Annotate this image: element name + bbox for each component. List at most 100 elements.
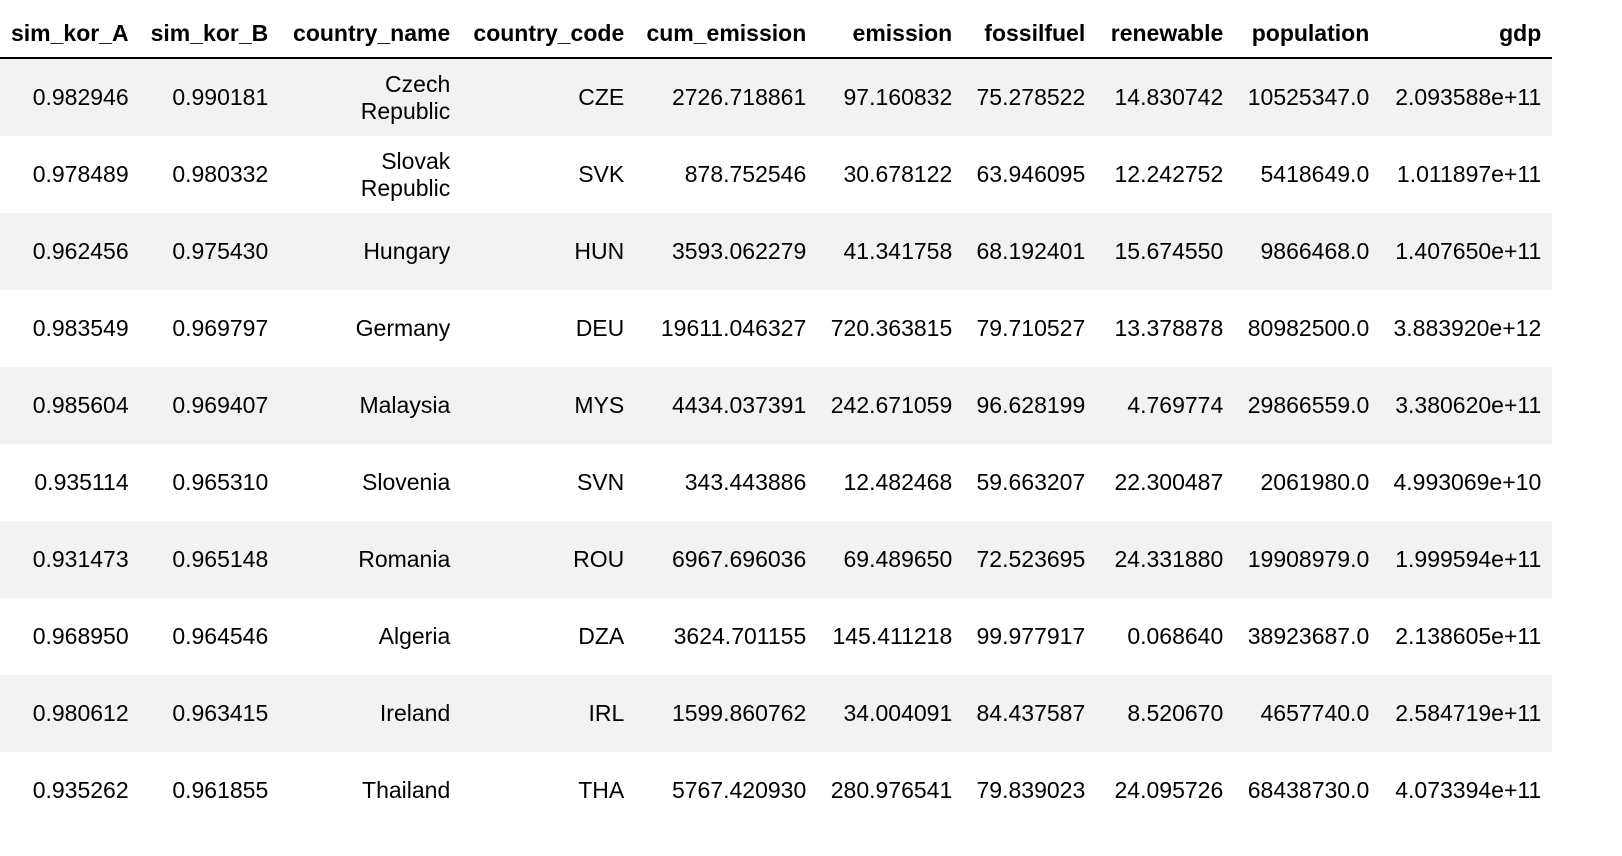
cell-sim-kor-a: 0.985604 bbox=[32, 392, 129, 418]
cell-cum-emission: 6967.696036 bbox=[671, 546, 807, 572]
cell-country-code: MYS bbox=[574, 392, 625, 418]
cell-population: 2061980.0 bbox=[1260, 469, 1370, 495]
cell-population: 29866559.0 bbox=[1247, 392, 1370, 418]
cell-sim-kor-b: 0.964546 bbox=[172, 623, 269, 649]
cell-population: 9866468.0 bbox=[1260, 238, 1370, 264]
cell-renewable: 0.068640 bbox=[1127, 623, 1224, 649]
cell-gdp: 2.584719e+11 bbox=[1395, 700, 1542, 726]
column-header-fossilfuel: fossilfuel bbox=[963, 0, 1097, 59]
cell-emission: 69.489650 bbox=[843, 546, 953, 572]
cell-cum-emission: 1599.860762 bbox=[671, 700, 807, 726]
cell-country-name: Thailand bbox=[362, 777, 451, 803]
cell-sim-kor-b: 0.975430 bbox=[172, 238, 269, 264]
cell-country-code: CZE bbox=[578, 84, 625, 110]
cell-sim-kor-b: 0.969797 bbox=[172, 315, 269, 341]
column-header-country-code: country_code bbox=[461, 0, 636, 59]
cell-sim-kor-b: 0.965310 bbox=[172, 469, 269, 495]
cell-sim-kor-b: 0.980332 bbox=[172, 161, 269, 187]
cell-sim-kor-b: 0.961855 bbox=[172, 777, 269, 803]
cell-country-name: Czech Republic bbox=[360, 70, 451, 124]
cell-population: 5418649.0 bbox=[1260, 161, 1370, 187]
cell-sim-kor-a: 0.983549 bbox=[32, 315, 129, 341]
cell-emission: 145.411218 bbox=[832, 623, 953, 649]
cell-country-code: IRL bbox=[588, 700, 625, 726]
cell-country-code: SVN bbox=[576, 469, 625, 495]
cell-country-code: ROU bbox=[573, 546, 625, 572]
cell-country-code: DZA bbox=[578, 623, 625, 649]
cell-cum-emission: 3593.062279 bbox=[671, 238, 807, 264]
cell-renewable: 14.830742 bbox=[1114, 84, 1224, 110]
cell-emission: 12.482468 bbox=[843, 469, 953, 495]
header-row: sim_kor_A sim_kor_B country_name country… bbox=[0, 0, 1553, 59]
cell-gdp: 4.073394e+11 bbox=[1395, 777, 1542, 803]
table-row: 0.983549 0.969797 Germany DEU 19611.0463… bbox=[0, 290, 1553, 367]
cell-sim-kor-b: 0.963415 bbox=[172, 700, 269, 726]
cell-country-name: Algeria bbox=[378, 623, 451, 649]
cell-country-code: SVK bbox=[578, 161, 625, 187]
table-body: 0.982946 0.990181 Czech Republic CZE 272… bbox=[0, 58, 1553, 829]
table-row: 0.935114 0.965310 Slovenia SVN 343.44388… bbox=[0, 444, 1553, 521]
cell-sim-kor-a: 0.935262 bbox=[32, 777, 129, 803]
cell-sim-kor-b: 0.990181 bbox=[172, 84, 269, 110]
cell-fossilfuel: 63.946095 bbox=[976, 161, 1086, 187]
cell-emission: 720.363815 bbox=[830, 315, 953, 341]
column-header-sim-kor-a: sim_kor_A bbox=[0, 0, 140, 59]
cell-emission: 280.976541 bbox=[830, 777, 953, 803]
cell-fossilfuel: 99.977917 bbox=[976, 623, 1086, 649]
cell-country-name: Malaysia bbox=[359, 392, 451, 418]
cell-country-code: THA bbox=[578, 777, 625, 803]
cell-cum-emission: 878.752546 bbox=[684, 161, 807, 187]
cell-sim-kor-a: 0.982946 bbox=[32, 84, 129, 110]
cell-renewable: 13.378878 bbox=[1114, 315, 1224, 341]
cell-gdp: 4.993069e+10 bbox=[1393, 469, 1542, 495]
column-header-renewable: renewable bbox=[1096, 0, 1235, 59]
table-row: 0.985604 0.969407 Malaysia MYS 4434.0373… bbox=[0, 367, 1553, 444]
cell-fossilfuel: 68.192401 bbox=[976, 238, 1086, 264]
cell-fossilfuel: 59.663207 bbox=[976, 469, 1086, 495]
dataframe-table: sim_kor_A sim_kor_B country_name country… bbox=[0, 0, 1553, 829]
table-row: 0.980612 0.963415 Ireland IRL 1599.86076… bbox=[0, 675, 1553, 752]
cell-renewable: 15.674550 bbox=[1114, 238, 1224, 264]
cell-gdp: 1.407650e+11 bbox=[1395, 238, 1542, 264]
cell-emission: 34.004091 bbox=[843, 700, 953, 726]
cell-country-name: Hungary bbox=[363, 238, 451, 264]
cell-sim-kor-b: 0.969407 bbox=[172, 392, 269, 418]
table-row: 0.968950 0.964546 Algeria DZA 3624.70115… bbox=[0, 598, 1553, 675]
table-row: 0.962456 0.975430 Hungary HUN 3593.06227… bbox=[0, 213, 1553, 290]
cell-country-name: Ireland bbox=[379, 700, 451, 726]
cell-country-code: HUN bbox=[574, 238, 625, 264]
cell-gdp: 3.883920e+12 bbox=[1393, 315, 1542, 341]
cell-gdp: 2.093588e+11 bbox=[1395, 84, 1542, 110]
column-header-emission: emission bbox=[817, 0, 964, 59]
cell-cum-emission: 3624.701155 bbox=[673, 623, 807, 649]
table-row: 0.978489 0.980332 Slovak Republic SVK 87… bbox=[0, 136, 1553, 213]
cell-emission: 242.671059 bbox=[830, 392, 953, 418]
cell-country-name: Slovak Republic bbox=[360, 147, 451, 201]
cell-population: 19908979.0 bbox=[1247, 546, 1370, 572]
cell-renewable: 24.095726 bbox=[1114, 777, 1224, 803]
column-header-country-name: country_name bbox=[279, 0, 462, 59]
cell-population: 10525347.0 bbox=[1247, 84, 1370, 110]
cell-sim-kor-a: 0.962456 bbox=[32, 238, 129, 264]
cell-population: 4657740.0 bbox=[1260, 700, 1370, 726]
cell-cum-emission: 19611.046327 bbox=[660, 315, 807, 341]
cell-cum-emission: 343.443886 bbox=[684, 469, 807, 495]
cell-fossilfuel: 84.437587 bbox=[976, 700, 1086, 726]
cell-renewable: 22.300487 bbox=[1114, 469, 1224, 495]
column-header-gdp: gdp bbox=[1380, 0, 1553, 59]
cell-sim-kor-a: 0.968950 bbox=[32, 623, 129, 649]
cell-renewable: 24.331880 bbox=[1114, 546, 1224, 572]
cell-gdp: 2.138605e+11 bbox=[1395, 623, 1542, 649]
cell-population: 68438730.0 bbox=[1247, 777, 1370, 803]
cell-cum-emission: 5767.420930 bbox=[671, 777, 807, 803]
cell-fossilfuel: 96.628199 bbox=[976, 392, 1086, 418]
cell-gdp: 1.011897e+11 bbox=[1396, 161, 1542, 187]
dataframe-output: sim_kor_A sim_kor_B country_name country… bbox=[0, 0, 1553, 829]
cell-sim-kor-a: 0.978489 bbox=[32, 161, 129, 187]
cell-emission: 97.160832 bbox=[843, 84, 953, 110]
cell-emission: 41.341758 bbox=[843, 238, 953, 264]
cell-population: 80982500.0 bbox=[1247, 315, 1370, 341]
cell-country-name: Slovenia bbox=[362, 469, 451, 495]
cell-fossilfuel: 79.710527 bbox=[976, 315, 1086, 341]
table-row: 0.931473 0.965148 Romania ROU 6967.69603… bbox=[0, 521, 1553, 598]
